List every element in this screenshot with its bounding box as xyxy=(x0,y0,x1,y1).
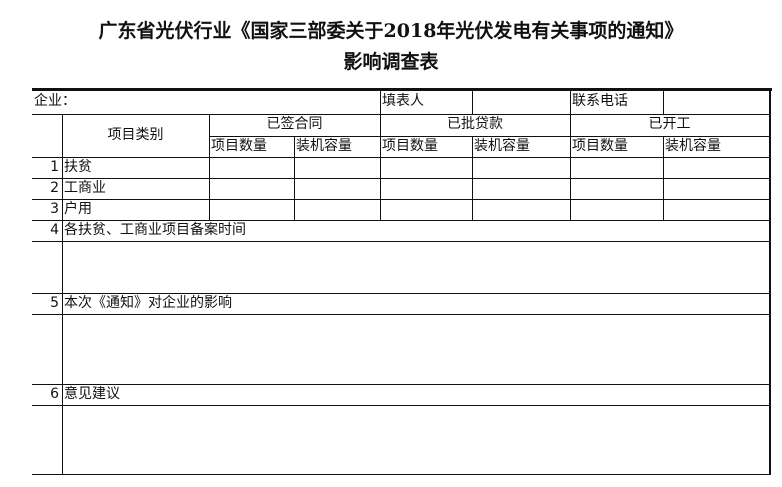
sub-header-capacity: 装机容量 xyxy=(294,136,381,158)
sub-header-count: 项目数量 xyxy=(380,136,473,158)
form-subtitle: 影响调查表 xyxy=(343,51,439,73)
sub-header-count: 项目数量 xyxy=(570,136,664,158)
section-input[interactable] xyxy=(62,405,770,475)
company-field[interactable]: 企业： xyxy=(32,91,381,115)
section-num-blank xyxy=(32,314,63,385)
row-num: 2 xyxy=(32,178,63,200)
section-label: 本次《通知》对企业的影响 xyxy=(62,293,770,315)
data-cell[interactable] xyxy=(570,157,664,179)
phone-input[interactable] xyxy=(663,91,770,115)
group-header-signed: 已签合同 xyxy=(209,114,381,137)
filler-label: 填表人 xyxy=(380,91,473,115)
data-cell[interactable] xyxy=(209,157,295,179)
group-header-started: 已开工 xyxy=(570,114,770,137)
data-cell[interactable] xyxy=(209,178,295,200)
data-cell[interactable] xyxy=(472,157,571,179)
row-num: 3 xyxy=(32,199,63,221)
section-label: 各扶贫、工商业项目备案时间 xyxy=(62,220,770,242)
data-cell[interactable] xyxy=(294,199,381,221)
section-num: 5 xyxy=(32,293,63,315)
data-cell[interactable] xyxy=(472,178,571,200)
data-cell[interactable] xyxy=(380,157,473,179)
data-cell[interactable] xyxy=(663,178,770,200)
group-header-loan: 已批贷款 xyxy=(380,114,571,137)
data-cell[interactable] xyxy=(380,199,473,221)
filler-input[interactable] xyxy=(472,91,571,115)
category-header: 项目类别 xyxy=(62,114,210,158)
section-num-blank xyxy=(32,241,63,294)
company-label: 企业： xyxy=(34,93,76,109)
section-input[interactable] xyxy=(62,314,770,385)
data-cell[interactable] xyxy=(570,178,664,200)
section-label: 意见建议 xyxy=(62,384,770,406)
row-label: 扶贫 xyxy=(62,157,210,179)
section-num: 4 xyxy=(32,220,63,242)
num-header xyxy=(32,114,63,158)
sub-header-capacity: 装机容量 xyxy=(472,136,571,158)
form-title: 广东省光伏行业《国家三部委关于2018年光伏发电有关事项的通知》 xyxy=(98,20,684,42)
table-top-border xyxy=(32,88,772,91)
row-label: 户用 xyxy=(62,199,210,221)
data-cell[interactable] xyxy=(294,178,381,200)
sub-header-capacity: 装机容量 xyxy=(663,136,770,158)
section-num: 6 xyxy=(32,384,63,406)
data-cell[interactable] xyxy=(663,199,770,221)
data-cell[interactable] xyxy=(663,157,770,179)
data-cell[interactable] xyxy=(294,157,381,179)
data-cell[interactable] xyxy=(472,199,571,221)
sub-header-count: 项目数量 xyxy=(209,136,295,158)
row-label: 工商业 xyxy=(62,178,210,200)
table-right-border xyxy=(769,88,771,475)
section-input[interactable] xyxy=(62,241,770,294)
phone-label: 联系电话 xyxy=(570,91,664,115)
row-num: 1 xyxy=(32,157,63,179)
data-cell[interactable] xyxy=(570,199,664,221)
data-cell[interactable] xyxy=(380,178,473,200)
section-num-blank xyxy=(32,405,63,475)
data-cell[interactable] xyxy=(209,199,295,221)
